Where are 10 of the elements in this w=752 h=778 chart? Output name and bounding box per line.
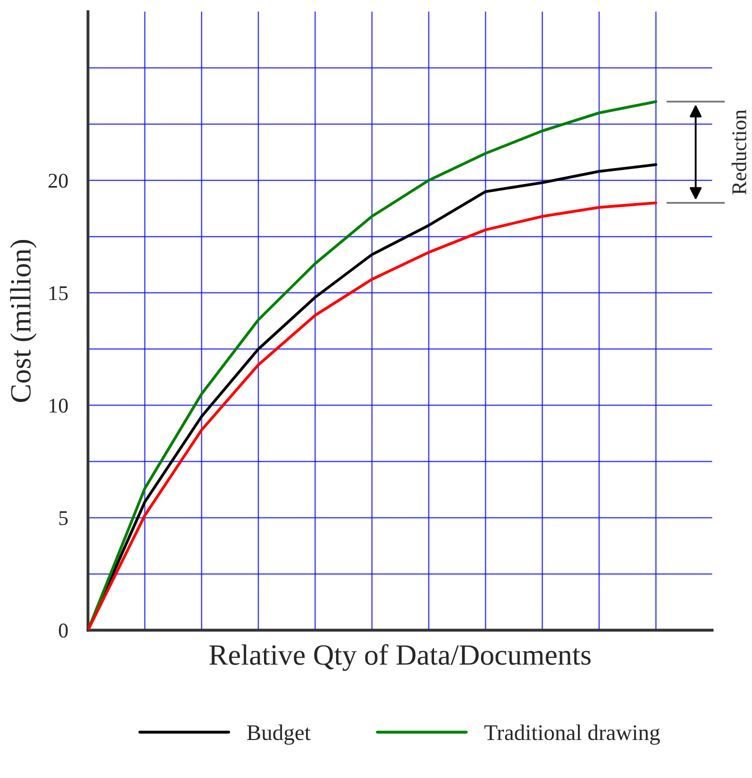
y-tick-label: 10 (50, 398, 68, 413)
x-axis-title: Relative Qty of Data/Documents (209, 644, 591, 671)
text: Reduction (732, 110, 746, 194)
legend-label: Budget (247, 724, 311, 745)
y-axis-title: Cost (million) (10, 240, 37, 402)
y-tick-label: 15 (50, 286, 68, 300)
y-tick-label: 5 (59, 511, 68, 526)
legend-label: Traditional drawing (484, 724, 660, 745)
y-tick-label: 20 (48, 174, 68, 188)
y-tick-label: 0 (58, 624, 68, 638)
